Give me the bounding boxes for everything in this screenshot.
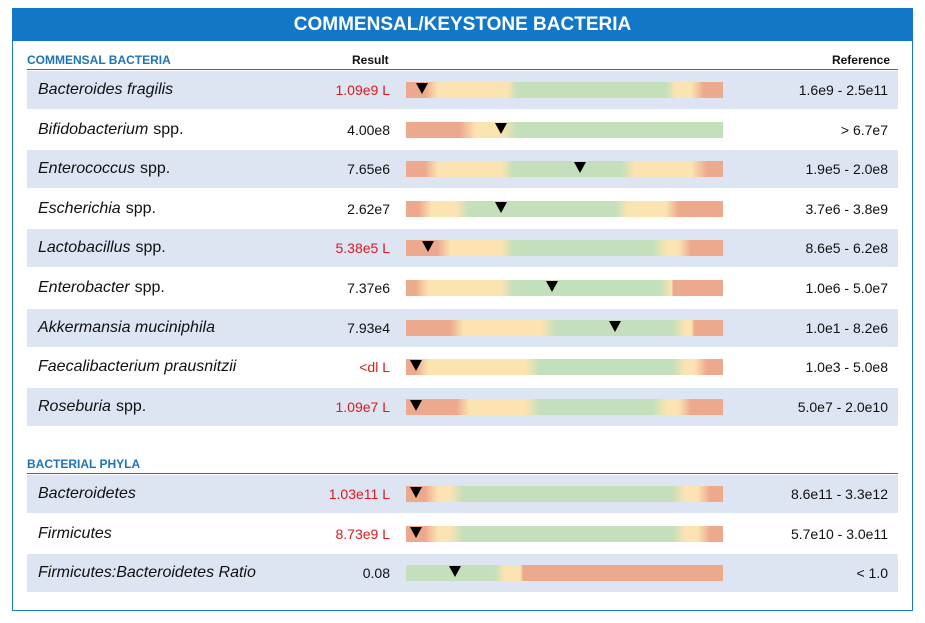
reference-range: < 1.0 bbox=[856, 565, 888, 582]
reference-range: 1.0e3 - 5.0e8 bbox=[805, 359, 888, 376]
reference-range: 5.7e10 - 3.0e11 bbox=[790, 525, 888, 542]
table-row: Bacteroides fragilis 1.09e9 L 1.6e9 - 2.5e… bbox=[27, 71, 898, 109]
organism-genus: Akkermansia muciniphila bbox=[38, 318, 215, 336]
section-heading-commensal: COMMENSAL BACTERIA bbox=[27, 53, 171, 67]
table-row: Roseburia spp. 1.09e7 L 5.0e7 - 2.0e10 bbox=[27, 387, 898, 426]
result-marker-icon bbox=[415, 83, 428, 94]
organism-genus: Faecalibacterium prausnitzii bbox=[38, 358, 237, 376]
organism-genus: Escherichia bbox=[38, 199, 121, 217]
range-gauge-bar bbox=[406, 486, 723, 502]
organism-name: Firmicutes:Bacteroidetes Ratio bbox=[38, 554, 256, 592]
organism-suffix: spp. bbox=[135, 239, 166, 257]
organism-name: Bacteroides fragilis bbox=[38, 71, 173, 109]
organism-genus: Enterococcus bbox=[38, 160, 135, 178]
range-gauge-bar bbox=[406, 525, 723, 542]
result-value: 1.09e9 L bbox=[335, 82, 391, 98]
result-value: 2.62e7 bbox=[347, 200, 390, 217]
range-gauge-bar bbox=[406, 161, 723, 178]
result-marker-icon bbox=[409, 399, 422, 411]
result-marker-icon bbox=[495, 122, 508, 134]
organism-name: Roseburia spp. bbox=[38, 388, 146, 426]
reference-range: 1.6e9 - 2.5e11 bbox=[798, 82, 888, 98]
table-row: Escherichia spp. 2.62e7 3.7e6 - 3.8e9 bbox=[27, 190, 898, 228]
reference-column-header: Reference bbox=[831, 53, 890, 67]
range-gauge-bar bbox=[406, 240, 723, 257]
organism-genus: Bacteroides fragilis bbox=[38, 81, 174, 98]
result-marker-icon bbox=[422, 241, 435, 253]
table-row: Bacteroidetes 1.03e11 L 8.6e11 - 3.3e12 bbox=[27, 475, 898, 513]
result-value: 0.08 bbox=[362, 565, 390, 582]
result-marker-icon bbox=[409, 487, 422, 498]
result-value: 1.03e11 L bbox=[328, 486, 390, 502]
result-marker-icon bbox=[609, 320, 622, 332]
result-marker-icon bbox=[545, 281, 558, 292]
organism-name: Firmicutes bbox=[38, 515, 112, 553]
result-marker-icon bbox=[449, 566, 462, 578]
table-row: Firmicutes 8.73e9 L 5.7e10 - 3.0e11 bbox=[27, 515, 898, 553]
table-row: Akkermansia muciniphila 7.93e4 1.0e1 - 8.2… bbox=[27, 308, 898, 347]
organism-suffix: spp. bbox=[125, 199, 156, 217]
table-row: Bifidobacterium spp. 4.00e8 > 6.7e7 bbox=[27, 111, 898, 149]
section-divider bbox=[27, 473, 898, 474]
organism-suffix: spp. bbox=[153, 120, 184, 138]
range-gauge-bar bbox=[406, 565, 723, 582]
organism-name: Bacteroidetes bbox=[38, 475, 136, 513]
range-gauge-bar bbox=[406, 319, 723, 336]
reference-range: 1.0e6 - 5.0e7 bbox=[805, 280, 888, 296]
result-value: 4.00e8 bbox=[347, 121, 390, 138]
range-gauge-bar bbox=[406, 82, 723, 98]
result-value: 8.73e9 L bbox=[335, 525, 391, 542]
result-value: 5.38e5 L bbox=[335, 240, 391, 257]
result-marker-icon bbox=[495, 201, 508, 213]
organism-genus: Bacteroidetes bbox=[38, 485, 136, 502]
organism-name: Akkermansia muciniphila bbox=[38, 309, 215, 347]
organism-suffix: spp. bbox=[115, 397, 147, 415]
range-gauge-bar bbox=[406, 359, 723, 376]
organism-genus: Bifidobacterium bbox=[38, 120, 149, 138]
range-gauge-bar bbox=[406, 280, 723, 296]
range-gauge-bar bbox=[406, 200, 723, 217]
organism-genus: Firmicutes bbox=[38, 524, 112, 542]
table-row: Enterococcus spp. 7.65e6 1.9e5 - 2.0e8 bbox=[27, 150, 898, 189]
organism-name: Escherichia spp. bbox=[38, 190, 156, 228]
organism-name: Enterococcus spp. bbox=[38, 150, 170, 188]
section-divider bbox=[27, 69, 898, 70]
section-heading-phyla: BACTERIAL PHYLA bbox=[27, 457, 141, 471]
result-marker-icon bbox=[409, 526, 422, 538]
organism-genus: Firmicutes:Bacteroidetes Ratio bbox=[38, 564, 256, 582]
reference-range: 1.0e1 - 8.2e6 bbox=[805, 319, 888, 336]
reference-range: 8.6e11 - 3.3e12 bbox=[790, 486, 888, 502]
result-value: 7.37e6 bbox=[347, 280, 390, 296]
reference-range: > 6.7e7 bbox=[840, 121, 888, 138]
reference-range: 1.9e5 - 2.0e8 bbox=[805, 161, 888, 178]
organism-name: Faecalibacterium prausnitzii bbox=[38, 348, 236, 386]
reference-range: 5.0e7 - 2.0e10 bbox=[797, 398, 888, 415]
organism-name: Lactobacillus spp. bbox=[38, 229, 166, 267]
organism-suffix: spp. bbox=[134, 279, 165, 296]
table-row: Lactobacillus spp. 5.38e5 L 8.6e5 - 6.2e8 bbox=[27, 229, 898, 268]
result-column-header: Result bbox=[352, 53, 389, 67]
table-row: Firmicutes:Bacteroidetes Ratio 0.08 < 1.0 bbox=[27, 554, 898, 593]
organism-genus: Lactobacillus bbox=[38, 239, 131, 257]
table-row: Enterobacter spp. 7.37e6 1.0e6 - 5.0e7 bbox=[27, 269, 898, 307]
result-value: <dl L bbox=[359, 359, 390, 376]
organism-genus: Roseburia bbox=[38, 397, 111, 415]
reference-range: 8.6e5 - 6.2e8 bbox=[805, 240, 888, 257]
result-value: 7.65e6 bbox=[347, 161, 390, 178]
organism-name: Enterobacter spp. bbox=[38, 269, 165, 307]
organism-suffix: spp. bbox=[139, 160, 171, 178]
result-marker-icon bbox=[409, 360, 422, 372]
table-row: Faecalibacterium prausnitzii <dl L 1.0e3 -… bbox=[27, 348, 898, 386]
reference-range: 3.7e6 - 3.8e9 bbox=[805, 200, 888, 217]
organism-name: Bifidobacterium spp. bbox=[38, 111, 184, 149]
range-gauge-bar bbox=[406, 398, 723, 415]
report-title: COMMENSAL/KEYSTONE BACTERIA bbox=[12, 8, 913, 41]
result-value: 1.09e7 L bbox=[335, 398, 391, 415]
range-gauge-bar bbox=[406, 121, 723, 138]
organism-genus: Enterobacter bbox=[38, 279, 130, 296]
result-value: 7.93e4 bbox=[347, 319, 390, 336]
result-marker-icon bbox=[574, 162, 587, 174]
